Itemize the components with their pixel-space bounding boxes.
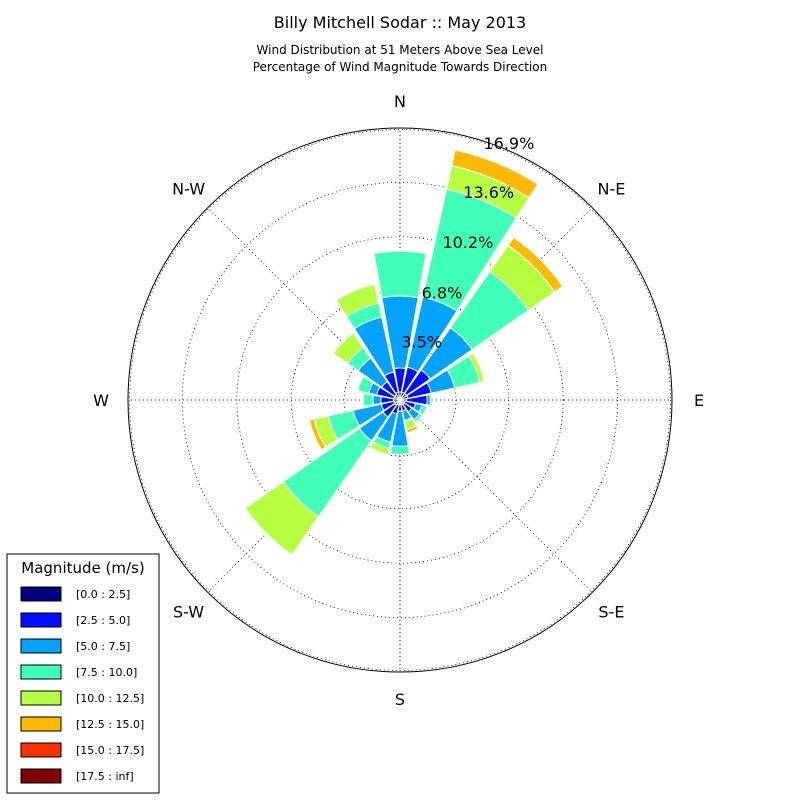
chart-title: Billy Mitchell Sodar :: May 2013 [274,13,526,32]
legend-swatch-5 [20,690,62,706]
chart-subtitle-line-1: Wind Distribution at 51 Meters Above Sea… [257,43,544,57]
ring-label-5: 16.9% [483,134,534,153]
ring-labels: 3.5% 6.8% 10.2% 13.6% 16.9% [401,134,534,351]
grid-spoke-8 [207,207,401,401]
direction-label-n: N [394,92,406,111]
direction-labels: N N-E E S-E S S-W W N-W [93,92,704,709]
wind-bar-sector-7-bin-5 [405,424,419,434]
legend: Magnitude (m/s) [0.0 : 2.5] [2.5 : 5.0] [5… [6,553,160,794]
ring-label-4: 13.6% [463,183,514,202]
ring-label-1: 3.5% [401,332,442,351]
wind-bar-sector-14-bin-4 [332,332,365,365]
wind-bar-sector-4-bin-3 [429,393,433,407]
legend-swatch-7 [20,742,62,758]
legend-title: Magnitude (m/s) [21,559,144,577]
legend-label-6: [12.5 : 15.0] [76,718,144,731]
wind-bar-sector-8-bin-3 [389,445,411,455]
legend-swatch-3 [20,638,62,654]
legend-label-8: [17.5 : inf] [76,770,134,783]
legend-swatch-4 [20,664,62,680]
direction-label-s-e: S-E [598,602,624,621]
grid-spoke-4 [399,399,593,593]
wind-bar-sector-10-bin-4 [244,480,320,556]
plot-outer-circle [127,127,673,673]
legend-swatch-8 [20,768,62,784]
legend-label-4: [7.5 : 10.0] [76,666,137,679]
wind-bar-sector-1-bin-5 [451,149,539,199]
wind-bar-sector-5-bin-3 [418,404,428,416]
wind-bar-sector-6-bin-3 [413,413,423,423]
direction-label-w: W [93,391,109,410]
legend-label-5: [10.0 : 12.5] [76,692,144,705]
legend-label-1: [0.0 : 2.5] [76,588,130,601]
grid-ring-4 [181,181,619,619]
direction-label-n-w: N-W [172,180,205,199]
legend-label-7: [15.0 : 17.5] [76,744,144,757]
legend-swatch-6 [20,716,62,732]
legend-items: [0.0 : 2.5] [2.5 : 5.0] [5.0 : 7.5] [7.5 : … [20,586,144,784]
legend-swatch-2 [20,612,62,628]
wind-bars [244,149,564,556]
legend-label-3: [5.0 : 7.5] [76,640,130,653]
wind-bar-sector-2-bin-5 [507,236,564,293]
direction-label-s-w: S-W [173,602,204,621]
chart-subtitle-line-2: Percentage of Wind Magnitude Towards Dir… [253,60,547,74]
wind-bar-sector-12-bin-3 [362,392,374,408]
legend-label-2: [2.5 : 5.0] [76,614,130,627]
ring-label-3: 10.2% [442,233,493,252]
direction-label-e: E [694,391,704,410]
wind-bar-sector-11-bin-5 [308,418,327,451]
grid-ring-5 [129,129,671,671]
wind-bar-sector-0-bin-3 [373,250,427,299]
wind-bar-sector-12-bin-2 [372,394,382,406]
polar-plot-area: 3.5% 6.8% 10.2% 13.6% 16.9% N N-E E S-E S S-W W N-W [93,92,704,709]
wind-bar-sector-13-bin-3 [357,376,374,394]
direction-label-s: S [395,690,405,709]
wind-bar-sector-9-bin-4 [369,441,390,456]
grid-ring-3 [236,236,564,564]
ring-label-2: 6.8% [422,283,463,302]
legend-swatch-1 [20,586,62,602]
wind-bar-sector-15-bin-4 [335,283,380,318]
wind-bar-sector-3-bin-4 [468,352,485,384]
direction-label-n-e: N-E [597,180,625,199]
